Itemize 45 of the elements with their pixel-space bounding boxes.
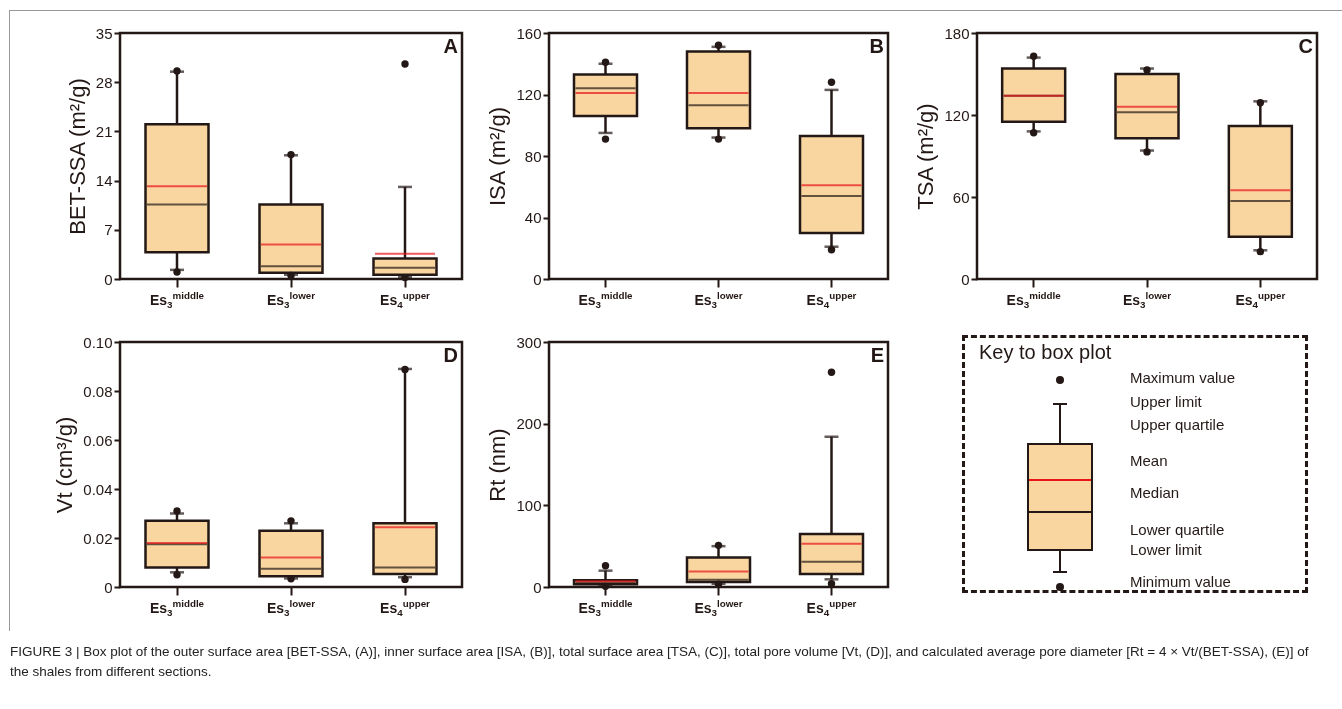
- text: Key to box plot: [979, 341, 1112, 364]
- y-axis-title: TSA (m²/g): [913, 103, 939, 210]
- y-tick-label: 35: [95, 24, 113, 42]
- y-tick-label: 0: [533, 270, 542, 288]
- y-tick-label: 21: [95, 122, 113, 140]
- y-tick-label: 0.02: [83, 529, 113, 547]
- annotation: A: [443, 35, 458, 57]
- y-tick-label: 0: [533, 578, 542, 596]
- y-tick-label: 0.06: [83, 431, 113, 449]
- y-tick-label: 0: [104, 578, 113, 596]
- y-tick-label: 80: [524, 147, 542, 165]
- y-tick-label: 120: [944, 106, 970, 124]
- caption: FIGURE 3 | Box plot of the outer surface area [BET-SSA, (A)], inner surface area [ISA, (B)], total surface area [TSA, (C)], total pore volume [Vt, (D)], and calculated average pore diameter [Rt = 4 × Vt/(BET-SSA), (E)] of the shales from different sections.: [10, 643, 1310, 681]
- y-tick-label: 200: [516, 415, 542, 433]
- y-tick-label: 0.08: [83, 382, 113, 400]
- y-tick-label: 100: [516, 496, 542, 514]
- text: Median: [1130, 484, 1180, 502]
- y-tick-label: 28: [95, 73, 113, 91]
- y-tick-label: 7: [104, 221, 113, 239]
- text: Upper quartile: [1130, 416, 1225, 434]
- y-tick-label: 120: [516, 86, 542, 103]
- annotation: B: [869, 35, 884, 57]
- text: Upper limit: [1130, 393, 1202, 411]
- y-tick-label: 0: [104, 270, 113, 288]
- y-axis-title: Rt (nm): [485, 428, 511, 502]
- y-tick-label: 60: [952, 188, 970, 206]
- y-tick-label: 0.10: [83, 333, 113, 351]
- y-tick-label: 14: [95, 172, 113, 190]
- annotation: C: [1298, 35, 1313, 57]
- annotation: E: [870, 344, 884, 366]
- text: Maximum value: [1130, 369, 1236, 387]
- y-tick-label: 180: [944, 24, 970, 42]
- annotation: D: [443, 344, 458, 366]
- y-tick-label: 300: [516, 333, 542, 351]
- text: Mean: [1130, 452, 1168, 470]
- y-axis-title: ISA (m²/g): [485, 106, 511, 207]
- text: Lower quartile: [1130, 521, 1225, 539]
- y-axis-title: Vt (cm³/g): [52, 416, 78, 514]
- text: Minimum value: [1130, 573, 1231, 591]
- y-tick-label: 0.04: [83, 480, 113, 498]
- y-tick-label: 40: [524, 209, 542, 226]
- text: Lower limit: [1130, 541, 1202, 559]
- y-axis-title: BET-SSA (m²/g): [64, 78, 90, 235]
- y-tick-label: 0: [961, 270, 970, 288]
- y-tick-label: 160: [516, 24, 542, 42]
